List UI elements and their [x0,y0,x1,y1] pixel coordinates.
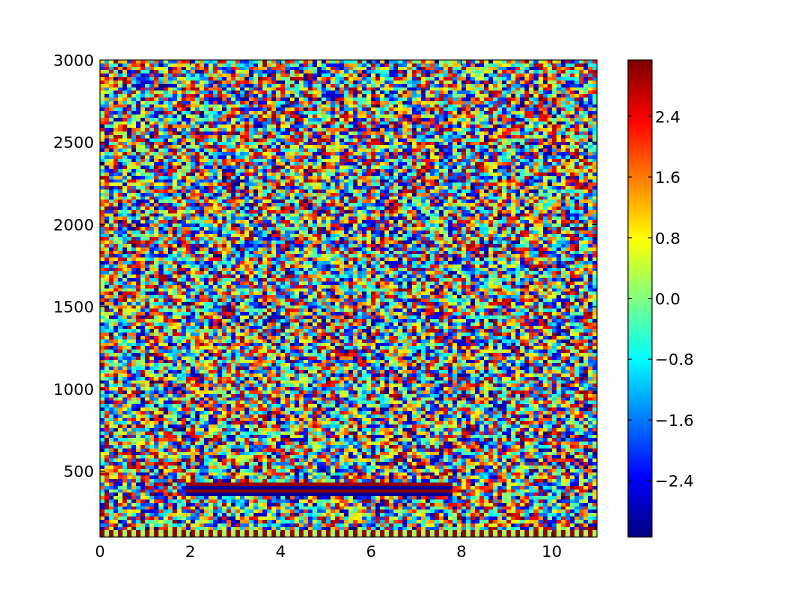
heatmap-field [100,60,597,537]
colorbar-tick-label: 0.0 [655,290,680,309]
colorbar-tick-label: 1.6 [655,168,680,187]
plot-area [100,60,597,537]
colorbar-tick-label: −2.4 [655,472,694,491]
x-tick-label: 2 [185,542,195,561]
y-tick-label: 500 [63,462,94,481]
colorbar: 2.4 1.6 0.8 0.0 −0.8 −1.6 −2.4 [627,59,694,538]
colorbar-tick-label: 0.8 [655,229,680,248]
colorbar-tick-label: −1.6 [655,411,694,430]
x-tick-label: 4 [276,542,286,561]
x-tick-label: 8 [456,542,466,561]
x-tick-label: 6 [366,542,376,561]
plot-frame [99,59,598,538]
y-tick-label: 1000 [53,380,94,399]
x-tick-label: 0 [95,542,105,561]
x-axis: 0 2 4 6 8 10 [95,60,562,561]
y-tick-label: 3000 [53,51,94,70]
y-axis: 500 1000 1500 2000 2500 3000 [53,51,597,481]
colorbar-tick-label: 2.4 [655,107,680,126]
y-tick-label: 2000 [53,215,94,234]
y-tick-label: 1500 [53,298,94,317]
colorbar-tick-label: −0.8 [655,350,694,369]
x-tick-label: 10 [542,542,562,561]
colorbar-ticks: 2.4 1.6 0.8 0.0 −0.8 −1.6 −2.4 [628,107,694,491]
y-tick-label: 2500 [53,133,94,152]
